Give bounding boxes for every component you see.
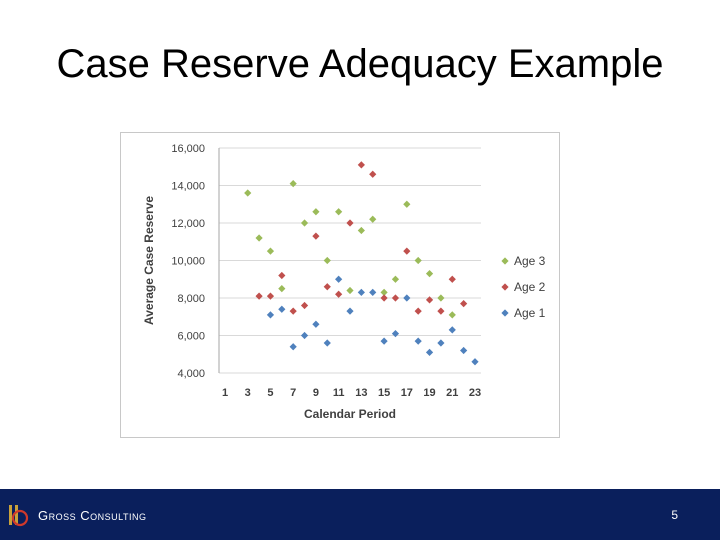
y-tick-label: 8,000	[177, 293, 205, 305]
x-tick-label: 17	[401, 387, 413, 399]
x-tick-label: 5	[267, 387, 273, 399]
legend-label-age-2: Age 2	[514, 280, 546, 294]
age-1-point	[278, 305, 286, 313]
age-3-point	[403, 200, 411, 208]
x-tick-label: 11	[333, 387, 345, 399]
age-1-point	[448, 326, 456, 334]
age-1-point	[437, 339, 445, 347]
age-1-point	[335, 275, 343, 283]
age-1-point	[460, 346, 468, 355]
age-1-point	[312, 320, 320, 328]
age-2-point	[357, 161, 365, 169]
x-tick-label: 21	[446, 387, 458, 399]
age-2-point	[425, 296, 434, 304]
age-3-point	[425, 270, 434, 278]
age-3-point	[437, 294, 445, 302]
y-tick-label: 6,000	[177, 331, 205, 343]
age-3-point	[244, 189, 252, 197]
age-2-point	[437, 307, 445, 315]
age-3-point	[391, 275, 400, 283]
age-3-point	[357, 226, 365, 235]
page-number: 5	[671, 508, 678, 522]
age-3-point	[346, 286, 354, 295]
age-2-point	[323, 283, 331, 291]
y-tick-label: 4,000	[177, 368, 205, 380]
age-3-point	[448, 311, 456, 319]
age-1-point	[357, 288, 365, 296]
age-2-point	[448, 275, 456, 283]
age-2-point	[278, 271, 286, 280]
age-2-point	[289, 307, 297, 315]
age-1-point	[414, 337, 422, 345]
x-axis-label: Calendar Period	[304, 407, 396, 421]
age-3-point	[369, 215, 377, 223]
legend-marker-age-2	[501, 283, 509, 291]
chart-container: 4,000 6,000 8,000 10,000 12,000 14,000 16,000 1…	[120, 132, 560, 438]
y-tick-label: 10,000	[171, 256, 205, 268]
x-tick-label: 3	[245, 387, 251, 399]
scatter-chart: 4,000 6,000 8,000 10,000 12,000 14,000 16,000 1…	[142, 143, 546, 421]
x-tick-label: 7	[290, 387, 296, 399]
x-tick-label: 23	[469, 387, 481, 399]
age-3-point	[255, 234, 263, 242]
age-3-point	[289, 180, 297, 188]
age-3-point	[266, 247, 275, 255]
age-3-point	[380, 288, 388, 296]
age-1-point	[403, 294, 411, 302]
age-3-point	[300, 219, 309, 227]
x-tick-label: 15	[378, 387, 390, 399]
age-2-point	[369, 170, 377, 178]
age-2-point	[380, 294, 388, 302]
y-tick-label: 16,000	[171, 143, 205, 155]
age-1-point	[425, 348, 434, 356]
age-2-point	[312, 232, 320, 240]
age-1-point	[300, 331, 309, 340]
x-tick-label: 9	[313, 387, 319, 399]
age-3-point	[312, 208, 320, 216]
legend-label-age-1: Age 1	[514, 306, 546, 320]
age-2-point	[460, 300, 468, 308]
age-2-point	[300, 301, 309, 310]
age-3-point	[414, 256, 422, 265]
age-2-point	[255, 292, 263, 300]
age-1-point	[471, 358, 479, 366]
y-tick-label: 12,000	[171, 218, 205, 230]
age-1-point	[289, 343, 297, 351]
age-1-point	[380, 337, 388, 345]
footer-bar: Gross Consulting 5	[0, 489, 720, 540]
age-1-point	[266, 311, 275, 319]
y-tick-label: 14,000	[171, 181, 205, 193]
brand-name: Gross Consulting	[38, 508, 147, 523]
age-2-point	[391, 294, 400, 302]
age-3-point	[323, 256, 331, 265]
slide-title: Case Reserve Adequacy Example	[56, 42, 664, 86]
age-3-point	[335, 208, 343, 216]
age-1-point	[369, 288, 377, 296]
gross-consulting-logo-icon	[9, 505, 29, 527]
age-1-point	[391, 330, 400, 338]
legend-marker-age-3	[501, 257, 509, 265]
x-tick-label: 13	[355, 387, 367, 399]
y-axis-label: Average Case Reserve	[142, 196, 156, 325]
age-2-point	[414, 307, 422, 315]
age-1-point	[323, 339, 331, 347]
age-3-point	[278, 285, 286, 293]
x-tick-label: 1	[222, 387, 228, 399]
age-2-point	[266, 292, 275, 300]
legend-marker-age-1	[501, 309, 509, 317]
legend-label-age-3: Age 3	[514, 254, 546, 268]
age-2-point	[346, 219, 354, 227]
x-tick-label: 19	[423, 387, 435, 399]
age-1-point	[346, 307, 354, 315]
age-2-point	[403, 247, 411, 255]
age-2-point	[335, 290, 343, 298]
